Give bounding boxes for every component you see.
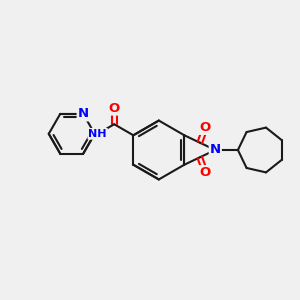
Text: O: O xyxy=(109,101,120,115)
Text: O: O xyxy=(200,166,211,179)
Text: N: N xyxy=(210,143,221,157)
Text: O: O xyxy=(200,121,211,134)
Text: N: N xyxy=(78,107,89,120)
Text: NH: NH xyxy=(88,129,107,139)
